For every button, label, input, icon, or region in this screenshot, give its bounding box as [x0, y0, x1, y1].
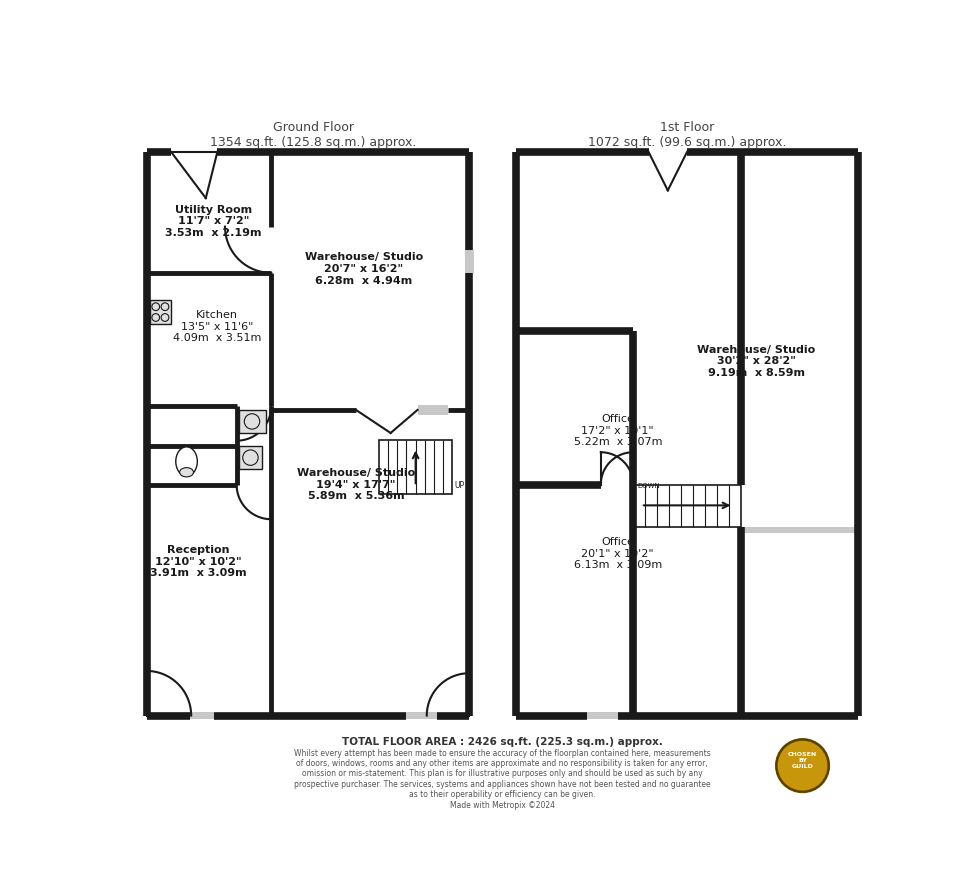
Bar: [633, 485, 741, 527]
Text: Whilst every attempt has been made to ensure the accuracy of the floorplan conta: Whilst every attempt has been made to en…: [294, 748, 710, 810]
Bar: [150, 299, 172, 325]
Bar: [465, 249, 473, 273]
Bar: [406, 712, 437, 720]
Text: Ground Floor
1354 sq.ft. (125.8 sq.m.) approx.: Ground Floor 1354 sq.ft. (125.8 sq.m.) a…: [211, 122, 416, 149]
Bar: [147, 152, 469, 715]
Bar: [379, 440, 452, 493]
Bar: [239, 409, 266, 433]
Text: DOWN: DOWN: [637, 484, 660, 489]
Text: Office
20'1" x 10'2"
6.13m  x 3.09m: Office 20'1" x 10'2" 6.13m x 3.09m: [573, 537, 662, 570]
Bar: [633, 485, 741, 527]
Bar: [239, 446, 262, 469]
Text: Kitchen
13'5" x 11'6"
4.09m  x 3.51m: Kitchen 13'5" x 11'6" 4.09m x 3.51m: [173, 310, 262, 343]
Bar: [239, 446, 262, 469]
Bar: [417, 404, 449, 416]
Bar: [190, 712, 214, 720]
Bar: [587, 712, 617, 720]
Text: Warehouse/ Studio
20'7" x 16'2"
6.28m  x 4.94m: Warehouse/ Studio 20'7" x 16'2" 6.28m x …: [305, 252, 422, 285]
Text: 1st Floor
1072 sq.ft. (99.6 sq.m.) approx.: 1st Floor 1072 sq.ft. (99.6 sq.m.) appro…: [588, 122, 786, 149]
Text: UP: UP: [455, 481, 465, 490]
Bar: [150, 299, 172, 325]
Bar: [516, 152, 858, 715]
Text: Warehouse/ Studio
19'4" x 17'7"
5.89m  x 5.36m: Warehouse/ Studio 19'4" x 17'7" 5.89m x …: [297, 468, 416, 502]
Text: Utility Room
11'7" x 7'2"
3.53m  x 2.19m: Utility Room 11'7" x 7'2" 3.53m x 2.19m: [166, 205, 262, 238]
Circle shape: [776, 739, 829, 792]
Bar: [741, 527, 858, 533]
Ellipse shape: [175, 447, 197, 477]
Text: Reception
12'10" x 10'2"
3.91m  x 3.09m: Reception 12'10" x 10'2" 3.91m x 3.09m: [150, 545, 246, 578]
Text: TOTAL FLOOR AREA : 2426 sq.ft. (225.3 sq.m.) approx.: TOTAL FLOOR AREA : 2426 sq.ft. (225.3 sq…: [342, 738, 662, 747]
Text: CHOSEN
BY
GUILD: CHOSEN BY GUILD: [788, 752, 817, 769]
Bar: [379, 440, 452, 493]
Text: Warehouse/ Studio
30'2" x 28'2"
9.19m  x 8.59m: Warehouse/ Studio 30'2" x 28'2" 9.19m x …: [697, 345, 815, 378]
Bar: [239, 409, 266, 433]
Text: Office
17'2" x 10'1"
5.22m  x 3.07m: Office 17'2" x 10'1" 5.22m x 3.07m: [573, 414, 662, 447]
Ellipse shape: [179, 468, 193, 477]
